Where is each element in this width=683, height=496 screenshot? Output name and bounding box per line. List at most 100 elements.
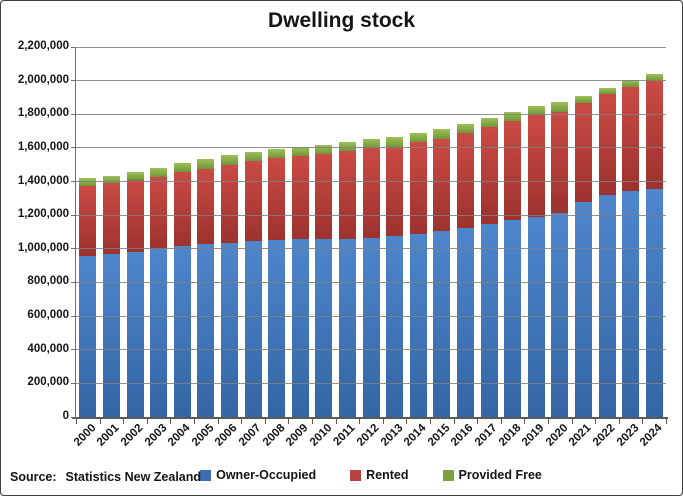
bar-segment-provided-free [315,145,333,154]
bar-segment-provided-free [79,178,97,186]
bar-segment-rented [291,155,309,240]
bar-segment-rented [504,120,522,221]
bar-segment-rented [315,153,333,239]
bar-segment-provided-free [102,175,120,183]
bar-segment-rented [574,102,592,203]
bar-segment-provided-free [409,133,427,143]
bar-segment-owner-occupied [197,244,215,417]
bar-segment-rented [79,185,97,256]
bar-2000 [79,47,97,417]
bar-segment-owner-occupied [268,239,286,417]
bar-2009 [291,47,309,417]
bar-2004 [173,47,191,417]
bar-2020 [551,47,569,417]
bar-segment-owner-occupied [527,216,545,417]
bar-segment-provided-free [551,101,569,112]
y-tick-mark [71,416,76,418]
x-tick-mark [123,419,125,424]
bar-segment-provided-free [173,163,191,172]
y-axis-tick-label: 2,000,000 [17,73,69,86]
bar-segment-provided-free [268,148,286,159]
bar-segment-provided-free [126,172,144,180]
bar-segment-rented [527,115,545,217]
bar-segment-rented [433,138,451,232]
bar-2001 [102,47,120,417]
bar-segment-rented [598,94,616,196]
bar-segment-owner-occupied [126,251,144,417]
legend-label: Rented [366,468,409,482]
bar-segment-owner-occupied [645,189,663,417]
x-tick-mark [76,419,77,424]
bar-2008 [268,47,286,417]
source-label: Source: [10,470,57,484]
bar-segment-owner-occupied [622,190,640,417]
y-axis-tick-label: 1,200,000 [17,208,69,221]
bar-2010 [315,47,333,417]
bar-segment-rented [220,164,238,243]
legend-label: Owner-Occupied [216,468,317,482]
x-tick-mark [217,419,219,424]
x-tick-mark [666,419,667,424]
bar-2019 [527,47,545,417]
y-tick-mark [71,214,76,216]
x-tick-mark [618,419,620,424]
bar-segment-rented [551,111,569,213]
x-tick-mark [406,419,408,424]
x-tick-mark [146,419,148,424]
legend-label: Provided Free [458,468,542,482]
bar-2021 [574,47,592,417]
bar-segment-owner-occupied [338,238,356,417]
y-tick-mark [71,349,76,351]
x-tick-mark [335,419,337,424]
gridline [76,113,666,115]
bar-segment-rented [173,171,191,247]
bar-2023 [622,47,640,417]
legend-item-provided-free: Provided Free [442,468,542,482]
legend-swatch-icon [350,469,362,481]
x-tick-mark [642,419,644,424]
bar-2012 [362,47,380,417]
x-tick-mark [99,419,101,424]
bar-segment-rented [244,161,262,241]
legend-swatch-icon [200,469,212,481]
y-axis-line [75,47,76,418]
x-tick-mark [288,419,290,424]
bar-2011 [338,47,356,417]
x-tick-mark [194,419,195,424]
x-tick-mark [312,419,313,424]
bar-segment-provided-free [386,137,404,147]
bar-2024 [645,47,663,417]
bar-segment-owner-occupied [220,242,238,417]
x-tick-mark [264,419,266,424]
bar-segment-rented [362,148,380,238]
gridline [76,214,666,216]
y-axis-tick-label: 600,000 [27,309,69,322]
source-note: Source: Statistics New Zealand [10,470,201,484]
bar-segment-owner-occupied [598,195,616,417]
y-axis-tick-label: 1,400,000 [17,174,69,187]
bar-segment-rented [126,179,144,252]
bar-segment-rented [480,127,498,225]
bar-segment-owner-occupied [362,237,380,417]
legend-item-rented: Rented [350,468,409,482]
bar-segment-provided-free [622,79,640,88]
chart-title: Dwelling stock [267,9,416,32]
bar-segment-provided-free [244,151,262,162]
x-tick-mark [595,419,597,424]
bar-segment-rented [456,132,474,228]
bar-segment-provided-free [338,142,356,152]
bar-segment-owner-occupied [386,236,404,417]
bar-segment-provided-free [362,139,380,149]
legend-swatch-icon [442,469,454,481]
y-tick-mark [71,315,76,317]
bar-2006 [220,47,238,417]
bar-segment-rented [386,146,404,237]
bar-segment-provided-free [645,74,663,82]
gridline [76,315,666,317]
bar-2003 [150,47,168,417]
bar-segment-rented [150,176,168,250]
x-tick-mark [548,419,549,424]
y-tick-mark [71,80,76,82]
bar-segment-provided-free [291,146,309,156]
